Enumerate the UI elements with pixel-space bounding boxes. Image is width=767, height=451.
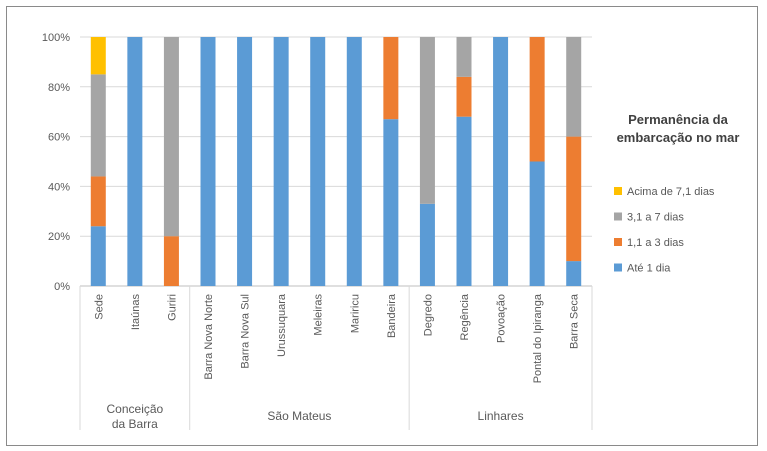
x-tick-label: Sede bbox=[93, 294, 105, 320]
bar-pontal-do-ipiranga-ate-1-dia bbox=[529, 161, 545, 286]
y-tick-label: 0% bbox=[54, 281, 70, 293]
bar-regencia-1-1-a-3-dias bbox=[456, 76, 472, 117]
bar-barra-seca-ate-1-dia bbox=[566, 261, 582, 286]
y-tick-label: 20% bbox=[48, 231, 70, 243]
x-tick-label: Urussuquara bbox=[276, 293, 288, 357]
bar-regencia-ate-1-dia bbox=[456, 116, 472, 287]
y-tick-label: 100% bbox=[42, 32, 70, 44]
bar-sede-3-1-a-7-dias bbox=[90, 74, 106, 177]
y-tick-label: 60% bbox=[48, 132, 70, 144]
bar-bandeira-ate-1-dia bbox=[383, 119, 399, 286]
bar-barra-nova-norte-ate-1-dia bbox=[200, 37, 216, 286]
legend-label-ate-1-dia: Até 1 dia bbox=[627, 263, 671, 275]
legend-swatch-ate-1-dia bbox=[614, 263, 622, 272]
bar-barra-seca-1-1-a-3-dias bbox=[566, 136, 582, 262]
bar-meleiras-ate-1-dia bbox=[310, 37, 326, 286]
bar-degredo-ate-1-dia bbox=[419, 203, 435, 286]
bar-sede-ate-1-dia bbox=[90, 226, 106, 286]
bar-urussuquara-ate-1-dia bbox=[273, 37, 289, 286]
legend-label-acima-de-7-1-dias: Acima de 7,1 dias bbox=[627, 186, 715, 198]
x-tick-label: Meleiras bbox=[313, 294, 325, 336]
legend-swatch-1-1-a-3-dias bbox=[614, 238, 622, 246]
x-tick-label: Degredo bbox=[422, 294, 434, 336]
x-tick-label: Barra Nova Sul bbox=[240, 294, 252, 369]
x-tick-label: Mariricu bbox=[349, 294, 361, 333]
x-tick-label: Guriri bbox=[166, 294, 178, 321]
x-tick-label: Barra Seca bbox=[569, 293, 581, 349]
group-label: Linhares bbox=[478, 409, 524, 423]
x-tick-label: Regência bbox=[459, 293, 471, 340]
x-tick-label: Itaúnas bbox=[130, 294, 142, 331]
y-tick-label: 80% bbox=[48, 82, 70, 94]
legend-label-1-1-a-3-dias: 1,1 a 3 dias bbox=[627, 237, 684, 249]
bar-itaunas-ate-1-dia bbox=[127, 37, 143, 286]
x-tick-label: Povoação bbox=[496, 294, 508, 343]
bar-barra-nova-sul-ate-1-dia bbox=[237, 37, 253, 286]
y-tick-label: 40% bbox=[48, 181, 70, 193]
legend-title: Permanência da embarcação no mar bbox=[617, 112, 740, 145]
bar-sede-1-1-a-3-dias bbox=[90, 176, 106, 227]
bar-bandeira-1-1-a-3-dias bbox=[383, 37, 399, 120]
bar-mariricu-ate-1-dia bbox=[346, 37, 362, 286]
chart-frame bbox=[6, 6, 758, 446]
x-tick-label: Pontal do Ipiranga bbox=[532, 293, 544, 383]
x-tick-label: Bandeira bbox=[386, 293, 398, 338]
group-label: São Mateus bbox=[267, 409, 331, 423]
bar-regencia-3-1-a-7-dias bbox=[456, 37, 472, 77]
bar-degredo-3-1-a-7-dias bbox=[419, 37, 435, 204]
group-label: Conceição da Barra bbox=[107, 402, 164, 431]
bar-povoacao-ate-1-dia bbox=[493, 37, 509, 286]
legend-swatch-3-1-a-7-dias bbox=[614, 212, 622, 221]
bar-pontal-do-ipiranga-1-1-a-3-dias bbox=[529, 37, 545, 162]
bar-barra-seca-3-1-a-7-dias bbox=[566, 37, 582, 137]
legend-swatch-acima-de-7-1-dias bbox=[614, 187, 622, 195]
legend-label-3-1-a-7-dias: 3,1 a 7 dias bbox=[627, 212, 684, 224]
x-tick-label: Barra Nova Norte bbox=[203, 294, 215, 380]
bar-guriri-1-1-a-3-dias bbox=[163, 236, 179, 286]
bar-guriri-3-1-a-7-dias bbox=[163, 37, 179, 237]
bar-sede-acima-de-7-1-dias bbox=[90, 37, 106, 75]
